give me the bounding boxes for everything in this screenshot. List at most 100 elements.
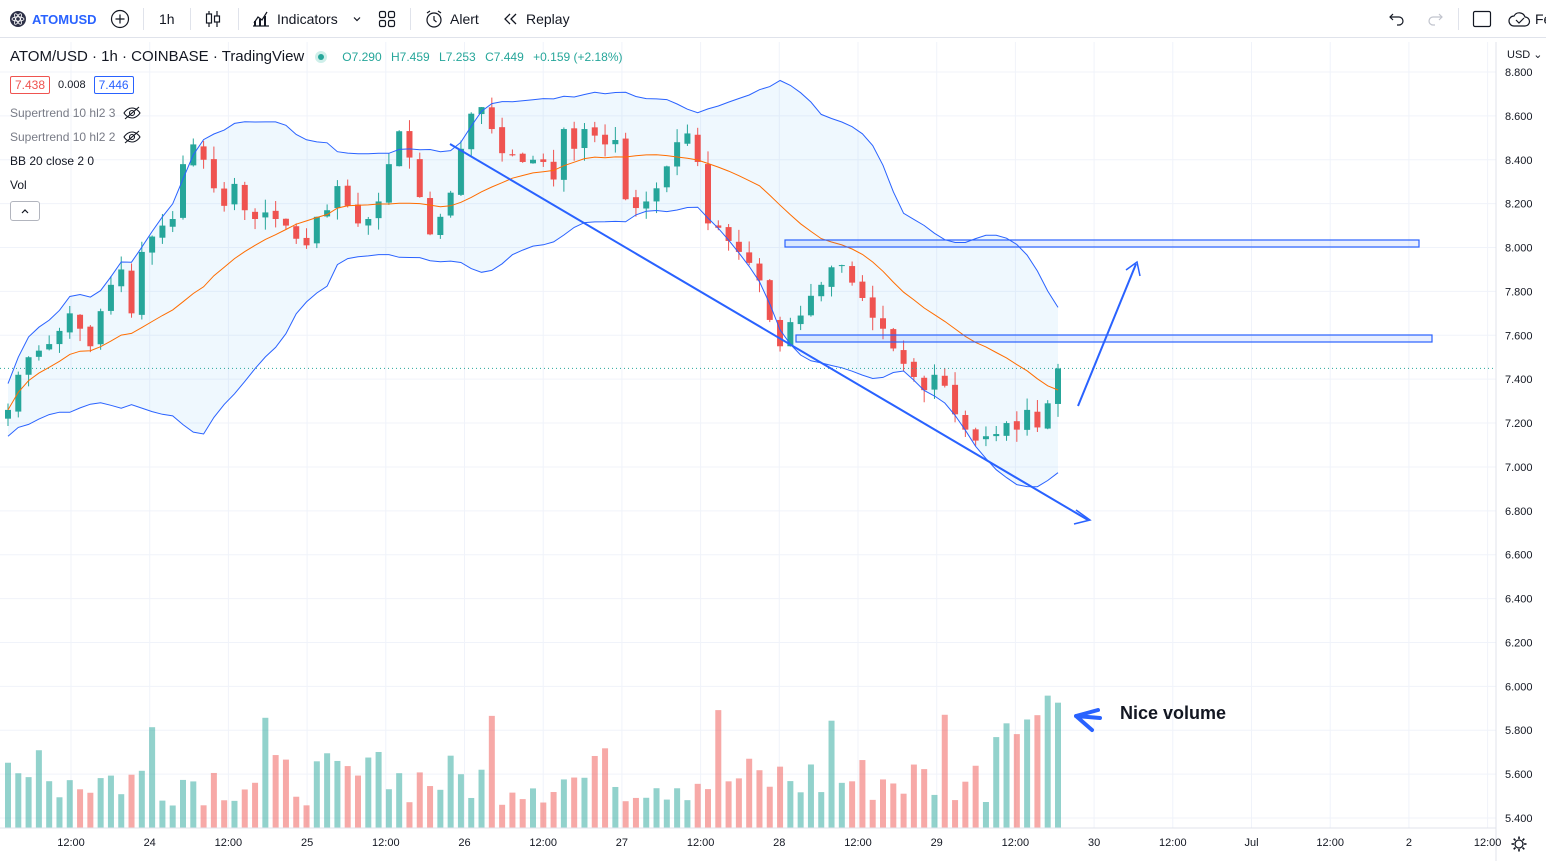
volume-bar (1013, 734, 1020, 828)
indicator-bollinger-bands[interactable]: BB 20 close 2 0 (10, 154, 94, 168)
candle-body (622, 138, 629, 200)
alarm-clock-icon (426, 10, 442, 28)
toolbar-divider (143, 8, 144, 30)
currency-label: USD ⌄ (1507, 49, 1543, 61)
candle-body (5, 409, 11, 419)
time-axis[interactable]: 12:00 24 12:00 25 12:00 26 12:00 27 12:00 28 12:00… (0, 827, 1527, 852)
volume-bar (159, 800, 166, 828)
chart-grid (0, 42, 1496, 828)
undo-icon (1389, 13, 1404, 26)
volume-bar (612, 786, 619, 828)
candle-body (293, 226, 300, 239)
publish-button[interactable]: Fe (1508, 0, 1546, 38)
time-tick-label: 12:00 (372, 837, 400, 849)
market-status-dot-icon[interactable] (312, 50, 334, 64)
volume-bar (643, 797, 650, 828)
candle-body (56, 330, 63, 345)
volume-bar (622, 801, 629, 828)
volume-bar (777, 766, 784, 828)
chart-area[interactable]: USD ⌄ 8.800 8.600 8.400 8.200 8.000 7.800 7.600… (0, 42, 1546, 861)
symbol-search-button[interactable]: ATOMUSD (10, 0, 97, 38)
bollinger-band-fill (8, 80, 1058, 487)
fullscreen-button[interactable] (1472, 0, 1492, 38)
price-axis[interactable]: USD ⌄ 8.800 8.600 8.400 8.200 8.000 7.800 7.600… (1495, 42, 1546, 861)
replay-label: Replay (526, 11, 570, 27)
volume-bar (931, 794, 938, 828)
candle-body (499, 127, 506, 154)
layouts-button[interactable] (378, 0, 396, 38)
undo-button[interactable] (1388, 0, 1406, 38)
candle-body (468, 113, 475, 150)
volume-bar (653, 788, 660, 828)
settings-gear-icon[interactable] (1511, 836, 1527, 852)
volume-bar (921, 769, 928, 828)
collapse-legend-button[interactable] (10, 201, 40, 221)
volume-bar (313, 761, 320, 828)
candle-body (643, 201, 650, 209)
candle-body (766, 280, 773, 320)
indicator-supertrend-3[interactable]: Supertrend 10 hl2 3 (10, 106, 142, 120)
redo-icon (1428, 13, 1443, 26)
toolbar-divider (1458, 8, 1459, 30)
volume-bar (787, 781, 794, 828)
redo-button[interactable] (1426, 0, 1444, 38)
candle-body (797, 315, 804, 325)
candle-body (509, 154, 516, 156)
volume-bar (437, 789, 444, 828)
volume-bar (478, 769, 485, 828)
candle-body (35, 350, 42, 357)
candle-body (612, 140, 619, 145)
sell-price-button[interactable]: 7.438 (10, 76, 51, 94)
candle-body (457, 148, 464, 195)
volume-bar (828, 720, 835, 828)
volume-bar (77, 789, 84, 828)
volume-bar (468, 797, 475, 828)
resistance-zone-rect (784, 239, 1420, 248)
price-tick-label: 6.800 (1505, 506, 1533, 518)
time-tick-label: 12:00 (687, 837, 715, 849)
candle-body (880, 318, 886, 329)
eye-hidden-icon[interactable] (123, 106, 142, 120)
volume-bar (1034, 715, 1041, 828)
volume-bar (252, 782, 259, 828)
volume-bar (427, 786, 434, 828)
rewind-icon (504, 13, 517, 25)
toolbar-divider (190, 8, 191, 30)
candle-body (365, 219, 372, 226)
candle-body (488, 107, 495, 130)
price-tick-label: 8.000 (1505, 243, 1533, 255)
price-chart[interactable]: USD ⌄ 8.800 8.600 8.400 8.200 8.000 7.800 7.600… (0, 42, 1546, 861)
alert-button[interactable]: Alert (424, 0, 479, 38)
volume-bar (344, 766, 351, 828)
indicator-supertrend-2[interactable]: Supertrend 10 hl2 2 (10, 130, 142, 144)
symbol-label: ATOMUSD (32, 11, 97, 27)
interval-button[interactable]: 1h (159, 0, 175, 38)
volume-bar (56, 797, 63, 828)
replay-button[interactable]: Replay (502, 0, 570, 38)
eye-hidden-icon[interactable] (123, 130, 142, 144)
time-tick-label: 27 (616, 837, 628, 849)
indicator-volume[interactable]: Vol (10, 178, 27, 192)
down-trend-line (449, 143, 1089, 521)
buy-price-button[interactable]: 7.446 (93, 76, 134, 94)
grid-layout-icon (378, 10, 396, 28)
compare-add-button[interactable] (110, 0, 130, 38)
volume-bar (818, 792, 825, 828)
user-drawings[interactable] (449, 143, 1433, 732)
price-tick-label: 6.200 (1505, 637, 1533, 649)
candle-body (66, 313, 73, 333)
atom-logo-icon (10, 11, 26, 27)
volume-bar (457, 774, 464, 828)
volume-bar (303, 805, 310, 828)
support-zone-rect (795, 334, 1433, 343)
indicators-button[interactable]: Indicators (251, 0, 338, 38)
volume-bar (262, 717, 269, 828)
volume-bar (632, 797, 639, 828)
indicators-dropdown-button[interactable] (352, 0, 362, 38)
price-tick-label: 8.400 (1505, 155, 1533, 167)
volume-bar (221, 800, 228, 828)
candlestick-series (5, 97, 1061, 447)
annotation-text[interactable]: Nice volume (1120, 703, 1227, 723)
volume-bar (200, 805, 207, 828)
chart-type-button[interactable] (204, 0, 222, 38)
